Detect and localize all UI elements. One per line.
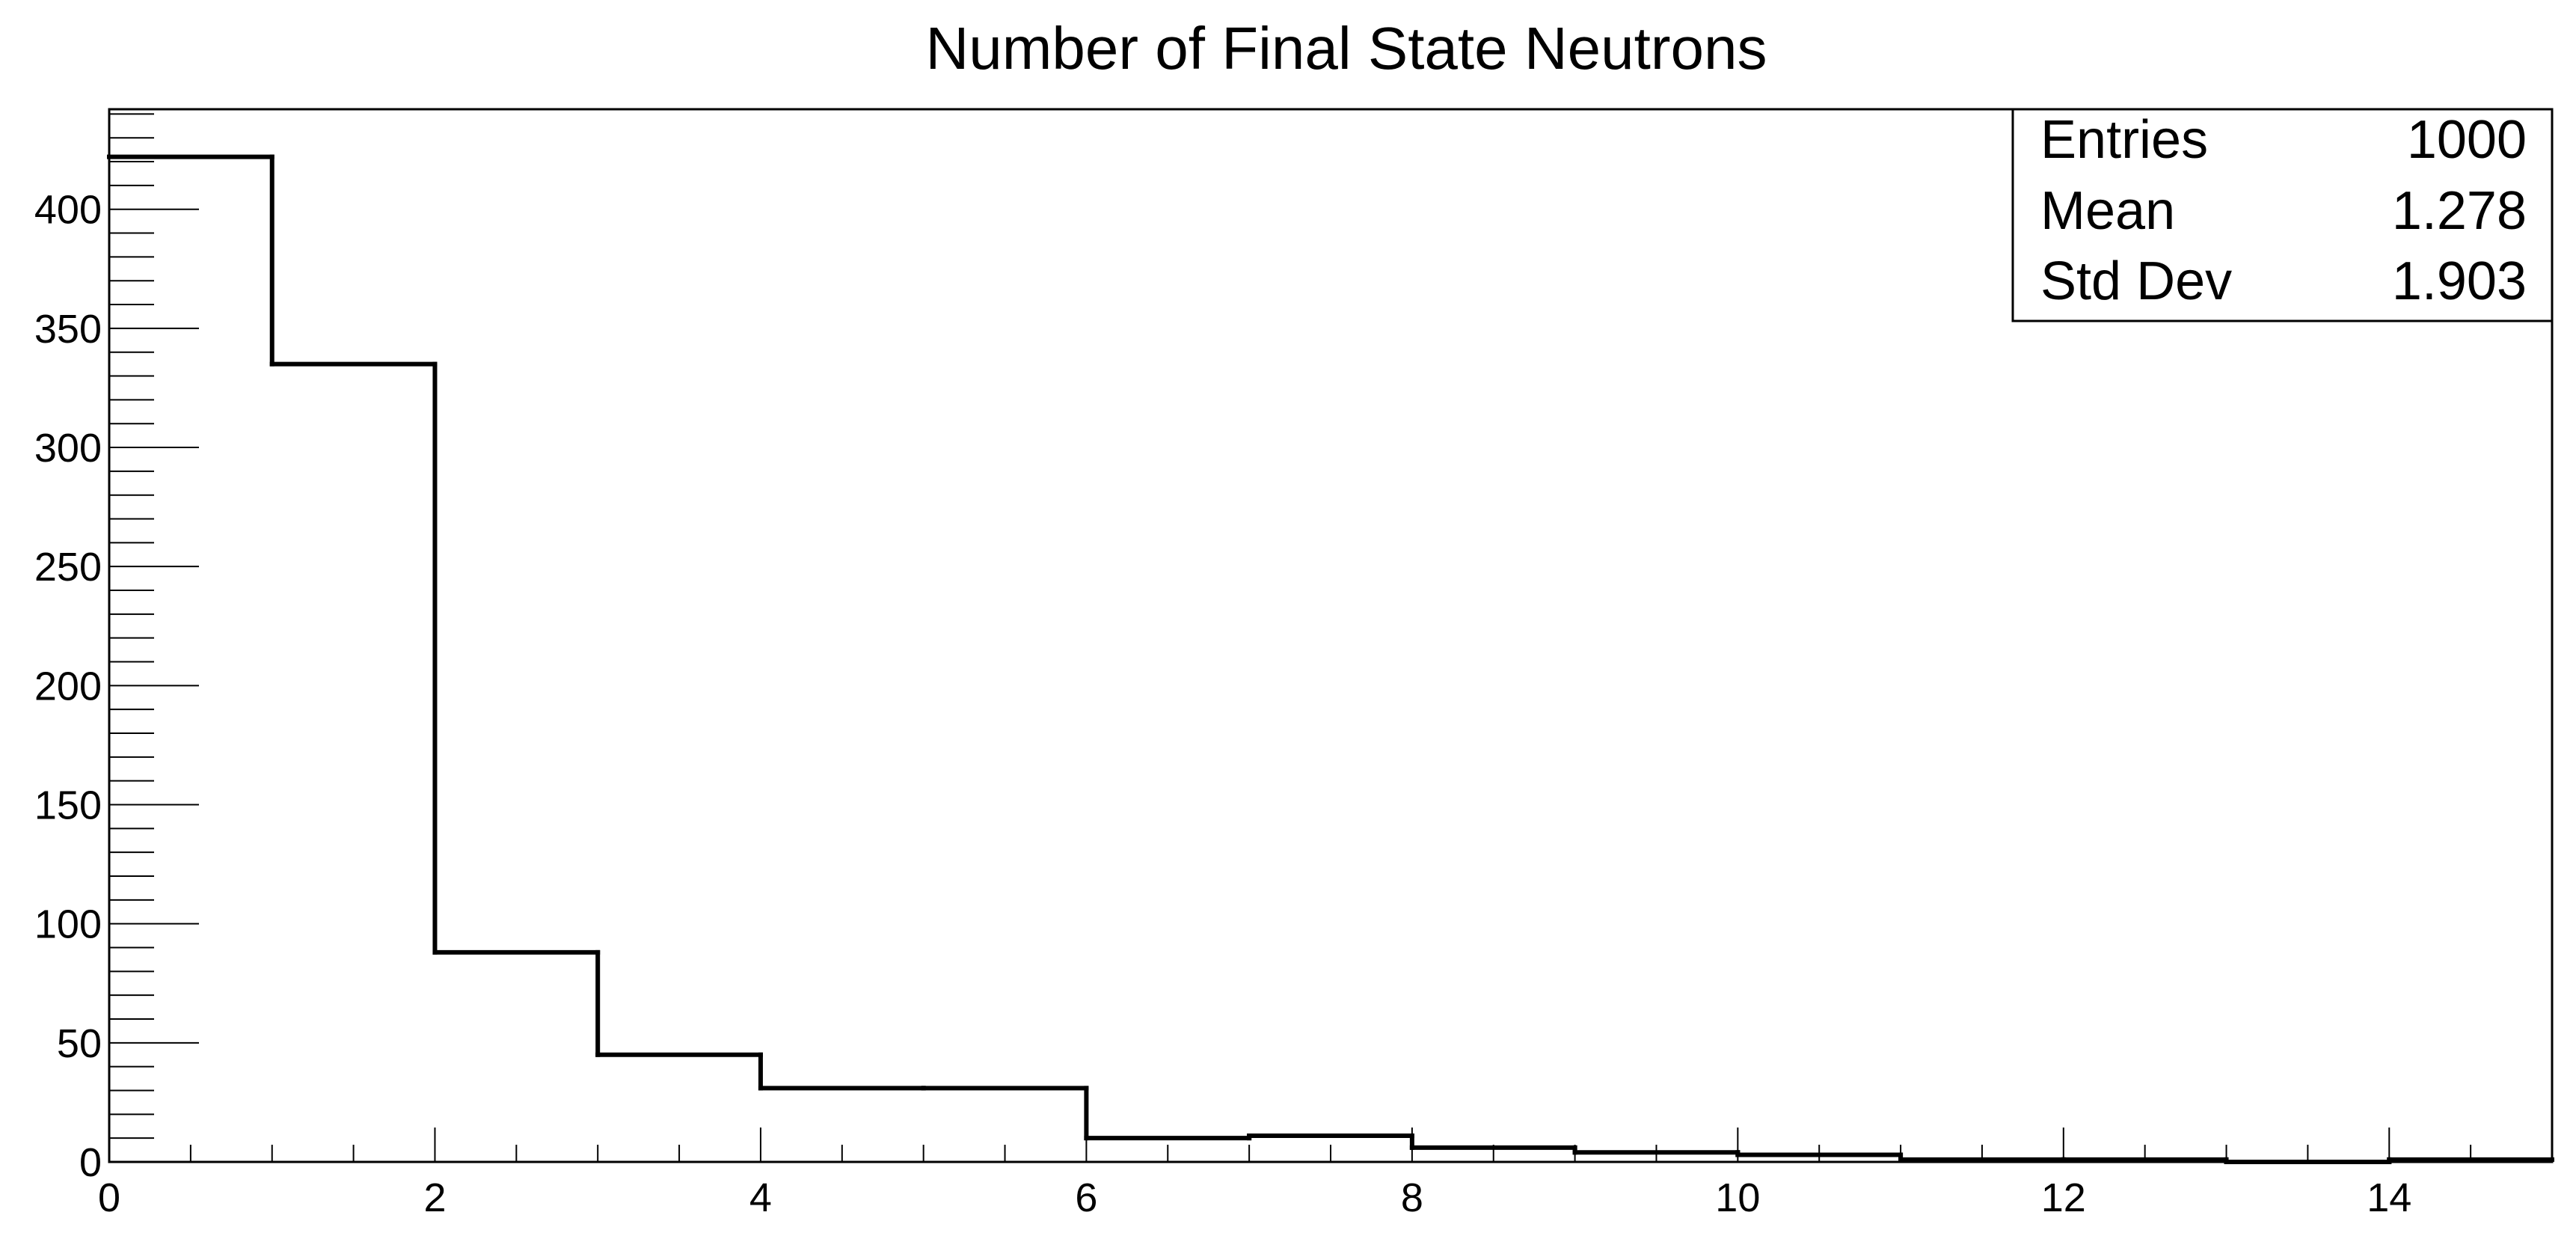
stat-entries-label: Entries (2040, 110, 2208, 170)
histogram-outline (107, 154, 2554, 1164)
x-tick-label: 10 (1715, 1175, 1760, 1220)
histogram-bin (432, 949, 601, 1057)
y-tick-label: 300 (34, 426, 102, 471)
y-axis-tick-labels: 0 50 100 150 200 250 300 350 400 (34, 188, 102, 1185)
x-tick-label: 2 (423, 1175, 446, 1220)
x-tick-label: 14 (2367, 1175, 2411, 1220)
x-tick-label: 6 (1075, 1175, 1097, 1220)
y-tick-label: 100 (34, 902, 102, 947)
stat-entries-value: 1000 (2407, 110, 2527, 170)
x-tick-label: 0 (98, 1175, 120, 1220)
histogram-bin (2061, 1157, 2229, 1164)
stats-box: Entries 1000 Mean 1.278 Std Dev 1.903 (2011, 108, 2554, 322)
y-tick-label: 200 (34, 664, 102, 709)
y-tick-label: 50 (57, 1021, 102, 1066)
histogram-bin (1084, 1133, 1252, 1141)
stat-mean-label: Mean (2040, 181, 2175, 241)
histogram-bin (2224, 1157, 2392, 1164)
histogram-bin (107, 154, 275, 367)
x-tick-label: 12 (2041, 1175, 2086, 1220)
histogram-bin (1572, 1150, 1741, 1157)
y-tick-label: 350 (34, 307, 102, 352)
histogram-bin (921, 1086, 1089, 1141)
x-axis-tick-labels: 0 2 4 6 8 10 12 14 (98, 1175, 2411, 1220)
x-tick-label: 4 (749, 1175, 772, 1220)
y-tick-label: 400 (34, 188, 102, 233)
chart-title: Number of Final State Neutrons (926, 15, 1767, 82)
y-tick-label: 0 (79, 1140, 102, 1185)
y-axis-ticks (109, 113, 199, 1163)
histogram-bin (269, 361, 438, 955)
y-tick-label: 150 (34, 783, 102, 828)
y-tick-label: 250 (34, 545, 102, 590)
histogram-bin (595, 1052, 763, 1091)
stat-mean-value: 1.278 (2392, 181, 2527, 241)
x-tick-label: 8 (1401, 1175, 1423, 1220)
stat-stddev-label: Std Dev (2040, 251, 2232, 311)
stat-stddev-value: 1.903 (2392, 251, 2527, 311)
